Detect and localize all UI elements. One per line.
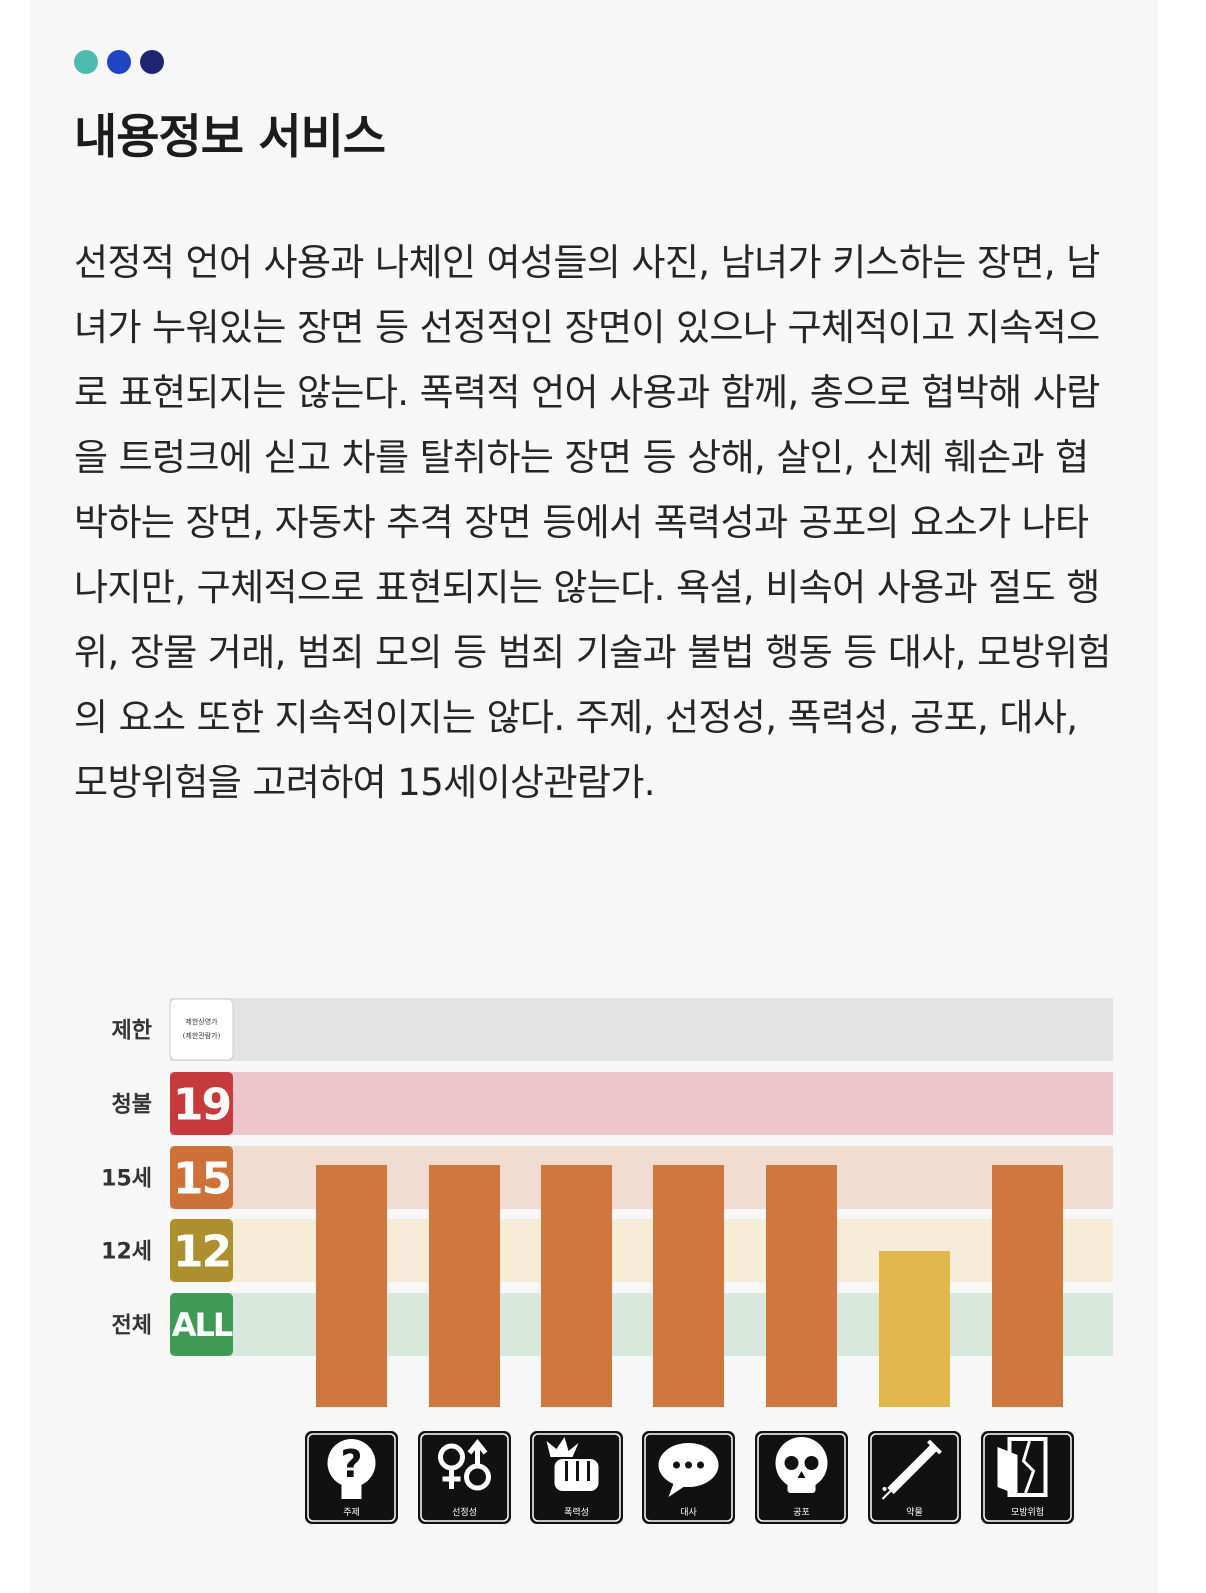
rating-badge: 15 [170,1146,233,1209]
icon-border [644,1433,733,1522]
rating-badge: 19 [170,1072,233,1135]
level-label: 청불 [112,1093,152,1118]
bar [879,1251,950,1407]
icon-shape [804,1456,819,1470]
icon-border [983,1433,1072,1522]
icon-shape [882,1487,887,1491]
badge-box [170,1293,233,1356]
level-label: 15세 [101,1167,152,1192]
icon-border [420,1433,509,1522]
icon-shape [997,1447,1018,1495]
decor-dots [74,50,164,74]
icon-shape [887,1443,938,1495]
icon-shape [784,1456,799,1470]
speech-bubble-icon: 대사 [642,1431,735,1524]
icon-border [757,1433,846,1522]
badge-box [170,1072,233,1135]
rating-badge: ALL [170,1293,235,1356]
level-label: 12세 [101,1240,152,1265]
level-band [170,1146,1113,1209]
icon-shape [673,1461,680,1469]
icon-border [532,1433,621,1522]
icon-shape [1021,1440,1036,1494]
badge-box [170,1146,233,1209]
badge-text: 19 [173,1079,230,1130]
icon-shape [787,1481,816,1493]
bar [653,1165,724,1407]
icon-shape [797,1471,806,1478]
badge-subtext: (제한관람가) [183,1031,221,1040]
dot-1 [74,50,98,74]
rating-badge: 12 [170,1219,233,1282]
bar [429,1165,500,1407]
category-label: 선정성 [452,1507,477,1518]
dot-3 [140,50,164,74]
icon-shape: ? [340,1442,362,1486]
level-label: 제한 [112,1019,152,1044]
badge-box [170,1219,233,1282]
skull-icon: 공포 [755,1431,848,1524]
badge-text: 12 [173,1226,230,1277]
category-label: 폭력성 [564,1506,589,1518]
broken-door-icon: 모방위험 [981,1431,1074,1524]
category-label: 공포 [793,1507,810,1518]
icon-tile [868,1431,961,1524]
icon-shape [467,1438,488,1455]
icon-shape [927,1439,942,1455]
category-label: 모방위험 [1011,1507,1044,1518]
category-label: 약물 [906,1506,923,1518]
badge-box [169,998,234,1061]
level-band [170,1072,1113,1135]
syringe-icon: 약물 [868,1431,961,1524]
badge-text: 제한상영가 [185,1017,218,1026]
icon-border [870,1433,959,1522]
category-label: 주제 [343,1507,360,1518]
icon-shape [546,1437,579,1457]
level-label: 전체 [112,1314,152,1339]
question-head-icon: ? 주제 [305,1431,398,1524]
level-band [170,998,1113,1061]
icon-shape [685,1461,692,1469]
icon-shape [341,1479,362,1499]
badge-text: ALL [172,1306,233,1344]
section-title: 내용정보 서비스 [74,110,386,165]
bar [992,1165,1063,1407]
icon-shape [697,1461,704,1469]
icon-shape [668,1481,687,1497]
dot-2 [107,50,131,74]
level-band [170,1219,1113,1282]
fist-icon: 폭력성 [530,1431,623,1524]
category-label: 대사 [680,1507,697,1518]
icon-border [307,1433,396,1522]
icon-shape [881,1490,892,1500]
gender-symbols-icon: 선정성 [418,1431,511,1524]
icon-shape [327,1439,376,1487]
bar [766,1165,837,1407]
bar [541,1165,612,1407]
level-band [170,1293,1113,1356]
bar [316,1165,387,1407]
description-text: 선정적 언어 사용과 나체인 여성들의 사진, 남녀가 키스하는 장면, 남녀가… [74,241,1111,804]
rating-badge: 제한상영가 (제한관람가) [169,998,234,1061]
icon-shape [775,1437,828,1489]
badge-text: 15 [173,1153,230,1204]
